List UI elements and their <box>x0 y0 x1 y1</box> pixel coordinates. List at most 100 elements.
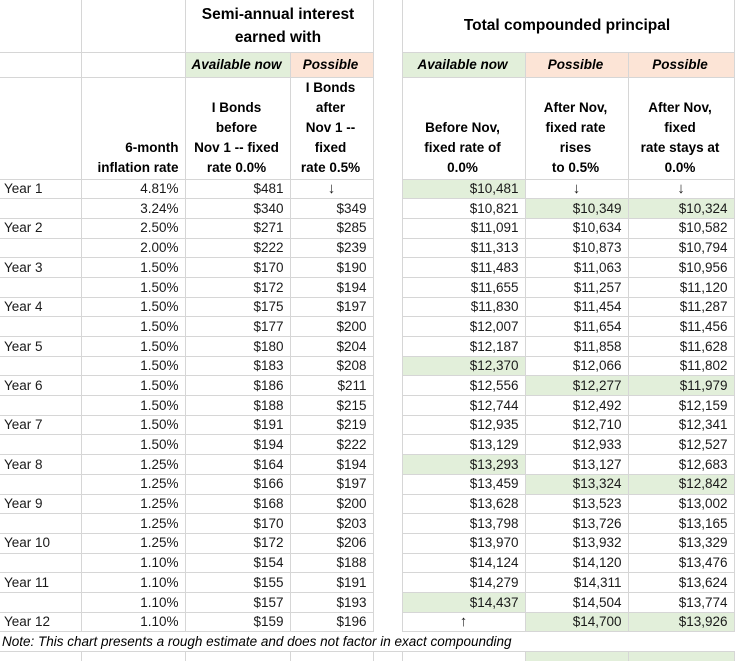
cell-p_before: $12,007 <box>401 316 526 337</box>
section-divider <box>372 434 403 455</box>
cell-p_stays: $13,329 <box>627 532 735 554</box>
cell-p_before: $12,935 <box>401 414 526 436</box>
available-now-label-principal: Available now <box>401 51 526 78</box>
cell-inflation: 1.50% <box>80 375 186 397</box>
cell-year <box>0 552 82 574</box>
section-divider <box>372 52 403 77</box>
empty-cell <box>80 651 186 661</box>
principal-rate-rises-header: After Nov, fixed rate rises to 0.5% <box>524 76 629 180</box>
cell-int_before: $172 <box>184 532 291 554</box>
cell-p_stays: $11,802 <box>627 355 735 377</box>
cell-int_before: $154 <box>184 552 291 574</box>
table-row: Year 7 1.50% $191 $219 $12,935 $12,710 $12,341 <box>0 414 735 436</box>
cell-inflation: 1.50% <box>80 355 186 377</box>
cell-p_rises: $14,120 <box>524 552 629 574</box>
cell-year: Year 6 <box>0 375 82 397</box>
cell-p_before: $12,556 <box>401 375 526 397</box>
table-row: 1.25% $170 $203 $13,798 $13,726 $13,165 <box>0 513 735 534</box>
cell-int_after: $190 <box>289 257 374 278</box>
section-divider <box>372 592 403 613</box>
section-divider <box>372 218 403 239</box>
section-divider <box>372 277 403 298</box>
cell-p_rises: $14,700 <box>524 611 629 633</box>
cell-p_rises: $11,063 <box>524 257 629 278</box>
section-divider <box>372 77 403 179</box>
cell-inflation: 4.81% <box>80 179 186 200</box>
cell-int_before: $159 <box>184 611 291 633</box>
cell-int_after: $349 <box>289 198 374 219</box>
cell-p_rises: $14,504 <box>524 591 629 613</box>
section-divider <box>372 454 403 475</box>
footnote: Note: This chart presents a rough estima… <box>0 631 735 653</box>
section-divider <box>372 179 403 199</box>
cell-p_stays: $13,165 <box>627 513 735 534</box>
cell-int_after: $197 <box>289 473 374 495</box>
cell-p_rises: $10,349 <box>524 198 629 219</box>
cell-int_before: $271 <box>184 217 291 239</box>
possible-label-interest: Possible <box>289 51 374 78</box>
cell-int_before: $191 <box>184 414 291 436</box>
cell-p_before: $11,313 <box>401 237 526 259</box>
cell-p_stays: $11,287 <box>627 296 735 318</box>
interest-before-nov-header: I Bonds before Nov 1 -- fixed rate 0.0% <box>184 76 291 180</box>
cell-p_before: $12,187 <box>401 336 526 357</box>
section-divider <box>372 356 403 376</box>
cell-year: Year 9 <box>0 493 82 515</box>
empty-cell <box>524 651 629 661</box>
inflation-rate-header: 6-month inflation rate <box>80 76 186 180</box>
table-row: Year 1 4.81% $481 ↓ $10,481 ↓ ↓ <box>0 179 735 200</box>
cell-int_before: $157 <box>184 591 291 613</box>
section-divider <box>372 415 403 435</box>
cell-int_after: $191 <box>289 572 374 593</box>
table-row: Year 9 1.25% $168 $200 $13,628 $13,523 $13,002 <box>0 493 735 515</box>
cell-inflation: 1.50% <box>80 395 186 416</box>
cell-inflation: 1.10% <box>80 591 186 613</box>
empty-cell <box>0 0 82 53</box>
interest-section-title: Semi-annual interest earned with <box>184 0 374 53</box>
cell-inflation: 1.25% <box>80 513 186 534</box>
cell-p_stays: $11,979 <box>627 375 735 397</box>
table-row: Year 3 1.50% $170 $190 $11,483 $11,063 $10,956 <box>0 257 735 278</box>
cell-int_before: $172 <box>184 276 291 298</box>
cell-p_rises: ↓ <box>524 179 629 200</box>
cell-year: Year 10 <box>0 532 82 554</box>
cell-p_before: $13,293 <box>401 454 526 475</box>
available-now-label-interest: Available now <box>184 51 291 78</box>
empty-cell <box>0 76 82 180</box>
cell-year: Year 8 <box>0 454 82 475</box>
section-divider <box>372 395 403 416</box>
empty-cell <box>184 651 291 661</box>
cell-int_before: $170 <box>184 513 291 534</box>
cell-p_stays: $12,842 <box>627 473 735 495</box>
cell-p_before: $14,124 <box>401 552 526 574</box>
cell-p_stays: $11,456 <box>627 316 735 337</box>
cell-int_after: $203 <box>289 513 374 534</box>
empty-cell <box>80 51 186 78</box>
section-title-row: Semi-annual interest earned with Total c… <box>0 0 735 53</box>
table-row: 1.50% $188 $215 $12,744 $12,492 $12,159 <box>0 395 735 416</box>
cell-year <box>0 355 82 377</box>
table-row: 1.10% $154 $188 $14,124 $14,120 $13,476 <box>0 552 735 574</box>
cell-year: Year 3 <box>0 257 82 278</box>
cell-year: Year 1 <box>0 179 82 200</box>
cell-year <box>0 316 82 337</box>
cell-p_rises: $14,311 <box>524 572 629 593</box>
section-divider <box>372 533 403 554</box>
section-divider <box>372 513 403 534</box>
cell-p_before: $12,370 <box>401 355 526 377</box>
cell-p_rises: $10,634 <box>524 217 629 239</box>
cell-int_after: $196 <box>289 611 374 633</box>
cell-p_before: $11,830 <box>401 296 526 318</box>
principal-section-title: Total compounded principal <box>401 0 735 53</box>
section-divider <box>372 297 403 317</box>
cell-year <box>0 513 82 534</box>
cell-int_before: $177 <box>184 316 291 337</box>
cell-p_rises: $13,127 <box>524 454 629 475</box>
cell-p_stays: ↓ <box>627 179 735 200</box>
cell-p_stays: $10,582 <box>627 217 735 239</box>
empty-cell <box>627 651 735 661</box>
section-divider <box>372 0 403 52</box>
column-header-row: 6-month inflation rate I Bonds before No… <box>0 76 735 180</box>
table-row: Year 12 1.10% $159 $196 ↑ $14,700 $13,926 <box>0 611 735 633</box>
cell-p_before: $12,744 <box>401 395 526 416</box>
